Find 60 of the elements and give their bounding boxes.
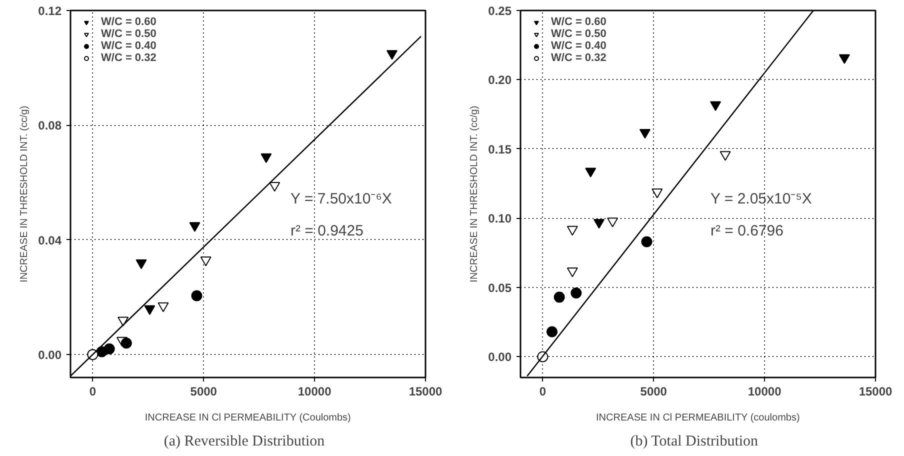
point	[386, 50, 398, 60]
point	[191, 290, 202, 302]
point	[566, 267, 578, 278]
annotation: Y = 7.50x10⁻⁶X	[290, 190, 392, 208]
x-tick-label: 15000	[408, 384, 443, 398]
text: (b) Total Distribution	[630, 434, 759, 450]
legend-label: W/C = 0.40	[551, 40, 606, 52]
x-tick-label: 0	[89, 384, 96, 398]
y-tick-label: 0.25	[488, 4, 512, 18]
point	[566, 226, 578, 236]
annotation: r² = 0.9425	[290, 222, 364, 240]
point	[641, 236, 652, 248]
point	[260, 153, 272, 163]
point	[200, 256, 212, 266]
legend-label: W/C = 0.40	[101, 40, 156, 52]
x-axis-title: INCREASE IN Cl PERMEABILITY (coulombs)	[596, 412, 800, 424]
y-axis-title: INCREASE IN THRESHOLD INT. (cc/g)	[469, 106, 480, 282]
y-tick-label: 0.12	[38, 4, 62, 18]
text: (a) Reversible Distribution	[164, 434, 326, 450]
y-tick-label: 0.05	[488, 280, 512, 295]
point	[585, 168, 596, 178]
legend-label: W/C = 0.60	[551, 16, 606, 28]
y-axis-title: INCREASE IN THRESHOLD INT. (cc/g)	[19, 106, 30, 282]
point	[158, 302, 169, 312]
legend-label: W/C = 0.50	[551, 28, 606, 40]
point	[838, 54, 850, 64]
point	[720, 151, 731, 161]
annotation: Y = 2.05x10⁻⁵X	[710, 190, 812, 208]
annotation: r² = 0.6796	[710, 222, 784, 240]
x-tick-label: 10000	[748, 384, 782, 398]
point	[269, 182, 280, 192]
point	[607, 218, 618, 228]
point	[710, 101, 722, 111]
y-tick-label: 0.08	[38, 118, 62, 133]
x-tick-label: 0	[539, 384, 546, 398]
x-tick-label: 5000	[190, 384, 218, 398]
x-axis-title: INCREASE IN Cl PERMEABILITY (Coulombs)	[144, 412, 351, 424]
point	[570, 288, 582, 299]
y-tick-label: 0.10	[488, 212, 512, 226]
point	[652, 188, 663, 198]
point	[120, 338, 132, 349]
legend-label: W/C = 0.50	[101, 28, 156, 40]
point	[189, 222, 200, 232]
point	[136, 259, 147, 270]
y-tick-label: 0.00	[38, 348, 62, 362]
y-tick-label: 0.00	[488, 350, 512, 364]
point	[144, 305, 156, 315]
x-tick-label: 15000	[858, 384, 893, 398]
legend-label: W/C = 0.32	[101, 52, 156, 64]
point	[594, 219, 605, 229]
y-tick-label: 0.15	[488, 142, 512, 156]
legend-label: W/C = 0.32	[551, 52, 606, 64]
point	[639, 128, 650, 139]
y-tick-label: 0.20	[488, 73, 512, 88]
y-tick-label: 0.04	[38, 233, 62, 248]
point	[546, 326, 558, 338]
legend-label: W/C = 0.60	[101, 16, 156, 28]
x-tick-label: 10000	[298, 384, 332, 398]
x-tick-label: 5000	[640, 384, 668, 398]
point	[554, 292, 565, 303]
